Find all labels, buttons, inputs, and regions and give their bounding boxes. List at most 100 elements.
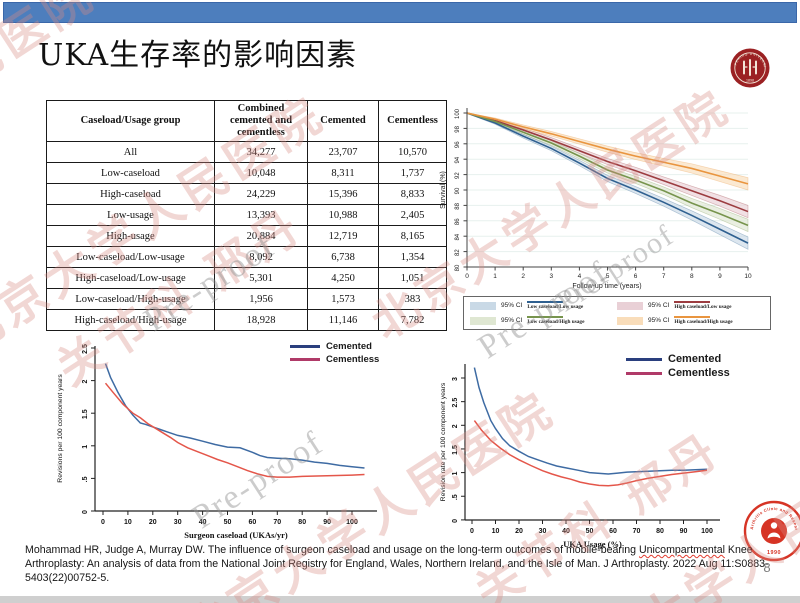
- table-cell: Low-usage: [46, 204, 215, 226]
- table-cell: 18,928: [214, 309, 308, 331]
- x-axis-label: Surgeon caseload (UKAs/yr): [184, 530, 288, 540]
- table-cell: 1,573: [307, 288, 379, 310]
- table-cell: 8,311: [307, 162, 379, 184]
- legend-entry: 95% CI High caseload/Low usage: [617, 301, 764, 310]
- svg-text:100: 100: [455, 108, 461, 119]
- y-axis-label: Revision rate per 100 component years: [440, 382, 447, 501]
- table-cell: High-usage: [46, 225, 215, 247]
- svg-text:60: 60: [609, 528, 617, 535]
- svg-text:1: 1: [493, 273, 497, 280]
- table-cell: Low-caseload/Low-usage: [46, 246, 215, 268]
- table-cell: 34,277: [214, 141, 308, 163]
- table-row: High-caseload/Low-usage 5,301 4,250 1,051: [46, 267, 447, 289]
- svg-text:90: 90: [680, 528, 688, 535]
- legend-label: Cemented: [326, 341, 372, 352]
- legend-label: Cemented: [668, 353, 722, 365]
- svg-text:7: 7: [662, 273, 666, 280]
- ci-label: 95% CI: [501, 302, 523, 309]
- svg-text:60: 60: [249, 519, 257, 526]
- ci-label: 95% CI: [648, 317, 670, 324]
- svg-text:10: 10: [492, 528, 500, 535]
- svg-text:2: 2: [521, 273, 525, 280]
- table-cell: 20,884: [214, 225, 308, 247]
- table-col-header: Caseload/Usage group: [46, 100, 215, 142]
- table-cell: High-caseload/High-usage: [46, 309, 215, 331]
- seal-disc: [761, 518, 787, 544]
- top-accent-bar: [3, 2, 797, 23]
- survival-legend: 95% CI Low caseload/Low usage 95% CI High c…: [463, 296, 771, 330]
- table-row: Low-usage 13,393 10,988 2,405: [46, 204, 447, 226]
- citation-text-post: Knee Arthroplasty: An analysis of data f…: [25, 544, 769, 585]
- svg-text:5: 5: [606, 273, 610, 280]
- svg-text:0: 0: [465, 273, 469, 280]
- table-col-header: Cementless: [378, 100, 447, 142]
- caseload-figure: 0 10 20 30 40 50 60 70 80 90 100 0 .5 1 1.5 2 2.5 Surgeon…: [45, 338, 397, 548]
- table-cell: 1,354: [378, 246, 447, 268]
- legend-label: High caseload/Low usage: [674, 304, 732, 310]
- page-title: UKA生存率的影响因素: [38, 38, 358, 73]
- svg-text:4: 4: [578, 273, 582, 280]
- table-cell: 8,092: [214, 246, 308, 268]
- ci-swatch: [470, 316, 496, 325]
- table-cell: 15,396: [307, 183, 379, 205]
- table-cell: 6,738: [307, 246, 379, 268]
- table-col-header: Combined cemented and cementless: [214, 100, 308, 142]
- survival-line: [466, 112, 749, 185]
- svg-text:0: 0: [470, 528, 474, 535]
- svg-text:9: 9: [718, 273, 722, 280]
- svg-text:.5: .5: [82, 476, 89, 482]
- legend-line: [527, 316, 564, 318]
- table-cell: 7,782: [378, 309, 447, 331]
- svg-text:1.5: 1.5: [82, 409, 89, 419]
- svg-text:8: 8: [690, 273, 694, 280]
- svg-text:2.5: 2.5: [82, 344, 89, 354]
- survival-line: [466, 112, 749, 213]
- legend-line: [290, 358, 320, 361]
- svg-text:2: 2: [82, 380, 89, 384]
- ci-label: 95% CI: [648, 302, 670, 309]
- page-number: 8: [763, 560, 771, 575]
- legend-entry: 95% CI High caseload/High usage: [617, 316, 764, 325]
- table-cell: 10,048: [214, 162, 308, 184]
- survival-chart: 80 82 84 86 88 90 92 94 96 98 100 0 1 2 3 4 5 6 7 8 9 10 Follo…: [440, 108, 752, 290]
- legend-line: [674, 316, 711, 318]
- citation-spellcheck-word: Unicompartmental: [638, 544, 725, 556]
- svg-text:.5: .5: [452, 494, 459, 500]
- y-axis-label: Survival (%): [440, 171, 447, 209]
- svg-text:50: 50: [586, 528, 594, 535]
- table-cell: 11,146: [307, 309, 379, 331]
- svg-text:1.5: 1.5: [452, 445, 459, 455]
- legend-label: High caseload/High usage: [674, 319, 733, 325]
- table-cell: 4,250: [307, 267, 379, 289]
- svg-text:84: 84: [455, 233, 461, 240]
- legend-label: Cementless: [326, 354, 380, 365]
- legend-entry: Cemented: [290, 341, 379, 352]
- table-row: High-caseload/High-usage 18,928 11,146 7,78…: [46, 309, 447, 331]
- svg-text:80: 80: [298, 519, 306, 526]
- legend-line: [527, 301, 564, 303]
- svg-text:90: 90: [323, 519, 331, 526]
- caseload-table-wrap: Caseload/Usage group Combined cemented an…: [46, 100, 447, 331]
- table-cell: Low-caseload: [46, 162, 215, 184]
- table-cell: High-caseload/Low-usage: [46, 267, 215, 289]
- svg-text:94: 94: [455, 156, 461, 163]
- svg-text:96: 96: [455, 141, 461, 148]
- table-col-header: Cemented: [307, 100, 379, 142]
- table-cell: 5,301: [214, 267, 308, 289]
- data-line: [104, 363, 365, 469]
- table-row: Low-caseload/High-usage 1,956 1,573 383: [46, 288, 447, 310]
- table-row: High-usage 20,884 12,719 8,165: [46, 225, 447, 247]
- legend-entry: Cemented: [626, 353, 730, 365]
- arthritis-center-seal: Arthritis Clinic and Research Center 199…: [742, 499, 800, 562]
- legend-label: Cementless: [668, 367, 730, 379]
- svg-text:1: 1: [452, 472, 459, 476]
- table-cell: Low-caseload/High-usage: [46, 288, 215, 310]
- svg-text:0: 0: [452, 519, 459, 523]
- legend-line: [290, 345, 320, 348]
- caseload-chart: 0 10 20 30 40 50 60 70 80 90 100 0 .5 1 1.5 2 2.5 Surgeon…: [57, 344, 377, 540]
- legend-line: [626, 371, 662, 375]
- citation-text-pre: Mohammad HR, Judge A, Murray DW. The inf…: [25, 544, 639, 556]
- svg-text:3: 3: [452, 377, 459, 381]
- svg-text:40: 40: [562, 528, 570, 535]
- caseload-table: Caseload/Usage group Combined cemented an…: [46, 100, 447, 331]
